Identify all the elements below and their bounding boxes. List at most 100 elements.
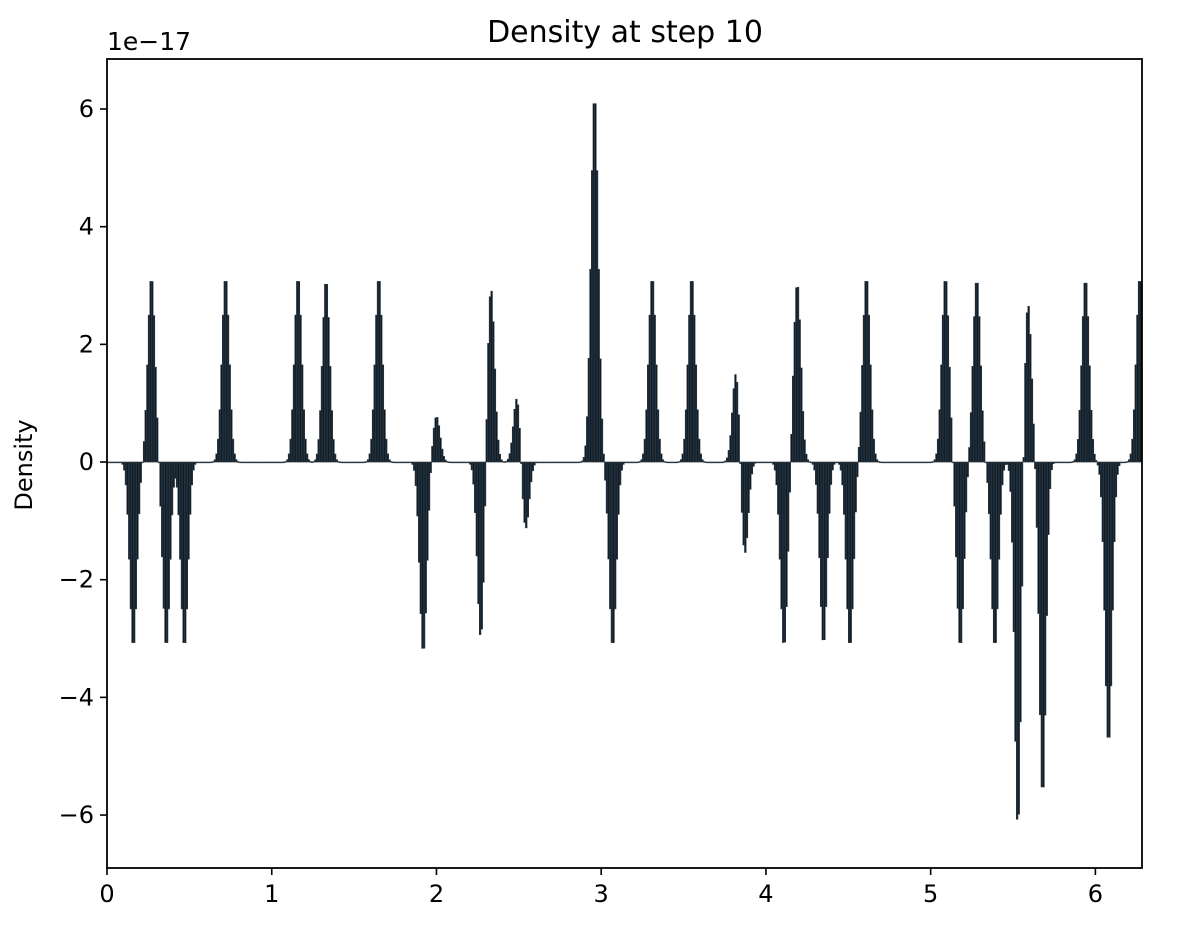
histogram-bar	[1116, 461, 1119, 475]
histogram-bar	[426, 461, 429, 561]
x-axis-ticks: 0 1 2 3 4 5 6	[99, 868, 1103, 908]
x-tick-label: 6	[1088, 880, 1103, 908]
histogram-bar	[156, 417, 159, 463]
histogram-bar	[1001, 461, 1004, 486]
x-tick-label: 5	[923, 880, 938, 908]
histogram-bar	[531, 461, 534, 472]
histogram-bar	[803, 439, 806, 463]
y-tick-label: −2	[59, 566, 94, 594]
histogram-bar	[441, 448, 444, 463]
histogram-bar	[787, 461, 790, 552]
x-tick-label: 0	[99, 880, 114, 908]
histogram-bar	[231, 438, 235, 463]
histogram-bar	[383, 409, 386, 463]
histogram-bar	[1093, 453, 1096, 463]
histogram-bar	[619, 461, 622, 486]
histogram-bar	[750, 461, 754, 475]
histogram-bar	[871, 409, 874, 463]
histogram-bar	[332, 439, 335, 463]
histogram-bar	[950, 417, 953, 463]
histogram-bar	[617, 461, 620, 515]
histogram-bar	[854, 461, 857, 513]
y-offset-label: 1e−17	[107, 27, 191, 56]
histogram-bar	[752, 461, 755, 467]
y-tick-label: 0	[79, 448, 94, 476]
histogram-bar	[194, 461, 197, 465]
histogram-bar	[304, 438, 307, 463]
histogram-bar	[966, 461, 969, 478]
histogram-bar	[620, 461, 623, 471]
histogram-bar	[805, 453, 808, 463]
histogram-bar	[498, 453, 502, 463]
histogram-bar	[302, 409, 305, 463]
histogram-bar	[330, 410, 333, 463]
y-tick-label: −6	[59, 801, 94, 829]
histogram-bar	[833, 461, 836, 465]
histogram-bar	[495, 411, 498, 463]
histogram-bar	[307, 459, 310, 463]
y-tick-label: −4	[59, 683, 94, 711]
histogram-bar	[600, 418, 604, 463]
histogram-bar	[154, 366, 157, 463]
histogram-bar	[235, 459, 238, 463]
y-tick-label: 4	[79, 213, 94, 241]
x-tick-label: 1	[264, 880, 279, 908]
histogram-bar	[983, 441, 986, 463]
histogram-bar	[1032, 423, 1035, 463]
histogram-bar	[137, 461, 141, 515]
histogram-bar	[948, 366, 951, 463]
x-tick-label: 3	[594, 880, 609, 908]
histogram-bar	[660, 453, 663, 463]
histogram-bar	[533, 461, 536, 466]
histogram-bar	[856, 461, 859, 478]
histogram-bar	[829, 461, 833, 485]
x-tick-label: 4	[758, 880, 773, 908]
histogram-bar	[1045, 461, 1048, 616]
histogram-bar	[192, 461, 195, 471]
histogram-bar	[1030, 378, 1034, 463]
histogram-bar	[964, 461, 968, 513]
histogram-bar	[622, 461, 625, 465]
histogram-bar	[1114, 461, 1118, 498]
histogram-bar	[698, 438, 701, 463]
histogram-bar	[427, 461, 431, 511]
histogram-bar	[656, 409, 660, 463]
histogram-bar	[875, 459, 879, 463]
histogram-bar	[1095, 460, 1098, 463]
histogram-bar	[170, 461, 174, 516]
histogram-bar	[806, 459, 810, 463]
histogram-bar	[701, 459, 704, 463]
histogram-bar	[334, 453, 337, 463]
bars-group	[106, 103, 1142, 820]
histogram-bar	[981, 410, 984, 463]
histogram-bar	[483, 461, 487, 507]
histogram-bar	[1002, 461, 1006, 471]
histogram-bar	[497, 439, 500, 463]
chart-title: Density at step 10	[487, 15, 763, 50]
histogram-bar	[602, 453, 605, 463]
histogram-bar	[530, 461, 533, 483]
histogram-bar	[335, 459, 338, 463]
histogram-bar	[141, 461, 144, 464]
histogram-bar	[1047, 461, 1050, 535]
histogram-bar	[874, 453, 877, 463]
histogram-bar	[872, 438, 875, 463]
histogram-bar	[831, 461, 834, 471]
histogram-bar	[518, 428, 521, 463]
histogram-bar	[139, 461, 142, 483]
histogram-bar	[661, 459, 665, 463]
y-axis-ticks: −6 −4 −2 0 2 4 6	[59, 95, 107, 829]
histogram-bar	[444, 459, 447, 463]
histogram-bar	[1050, 461, 1053, 470]
x-tick-label: 2	[429, 880, 444, 908]
histogram-bar	[1048, 461, 1052, 490]
histogram-bar	[696, 409, 699, 463]
histogram-bar	[801, 411, 805, 463]
histogram-bar	[749, 461, 752, 490]
histogram-bar	[386, 453, 389, 463]
histogram-bar	[306, 453, 309, 463]
histogram-bar	[500, 459, 503, 463]
histogram-bar	[233, 453, 236, 463]
